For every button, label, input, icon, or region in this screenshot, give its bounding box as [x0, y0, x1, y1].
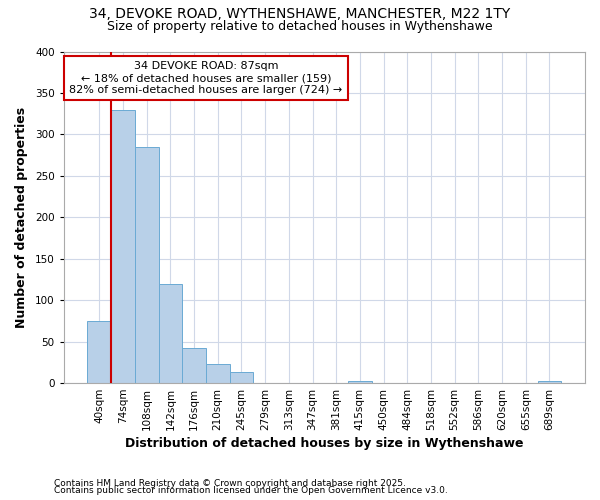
Bar — [348, 380, 372, 383]
Text: 34 DEVOKE ROAD: 87sqm
← 18% of detached houses are smaller (159)
82% of semi-det: 34 DEVOKE ROAD: 87sqm ← 18% of detached … — [69, 62, 343, 94]
Text: Contains HM Land Registry data © Crown copyright and database right 2025.: Contains HM Land Registry data © Crown c… — [54, 478, 406, 488]
Bar — [135, 147, 158, 383]
Text: Contains public sector information licensed under the Open Government Licence v3: Contains public sector information licen… — [54, 486, 448, 495]
Text: Size of property relative to detached houses in Wythenshawe: Size of property relative to detached ho… — [107, 20, 493, 33]
Bar — [88, 321, 111, 383]
Bar — [538, 380, 562, 383]
Text: 34, DEVOKE ROAD, WYTHENSHAWE, MANCHESTER, M22 1TY: 34, DEVOKE ROAD, WYTHENSHAWE, MANCHESTER… — [89, 8, 511, 22]
Bar — [182, 348, 206, 383]
X-axis label: Distribution of detached houses by size in Wythenshawe: Distribution of detached houses by size … — [125, 437, 524, 450]
Bar — [206, 364, 230, 383]
Bar — [158, 284, 182, 383]
Y-axis label: Number of detached properties: Number of detached properties — [15, 106, 28, 328]
Bar — [230, 372, 253, 383]
Bar — [111, 110, 135, 383]
